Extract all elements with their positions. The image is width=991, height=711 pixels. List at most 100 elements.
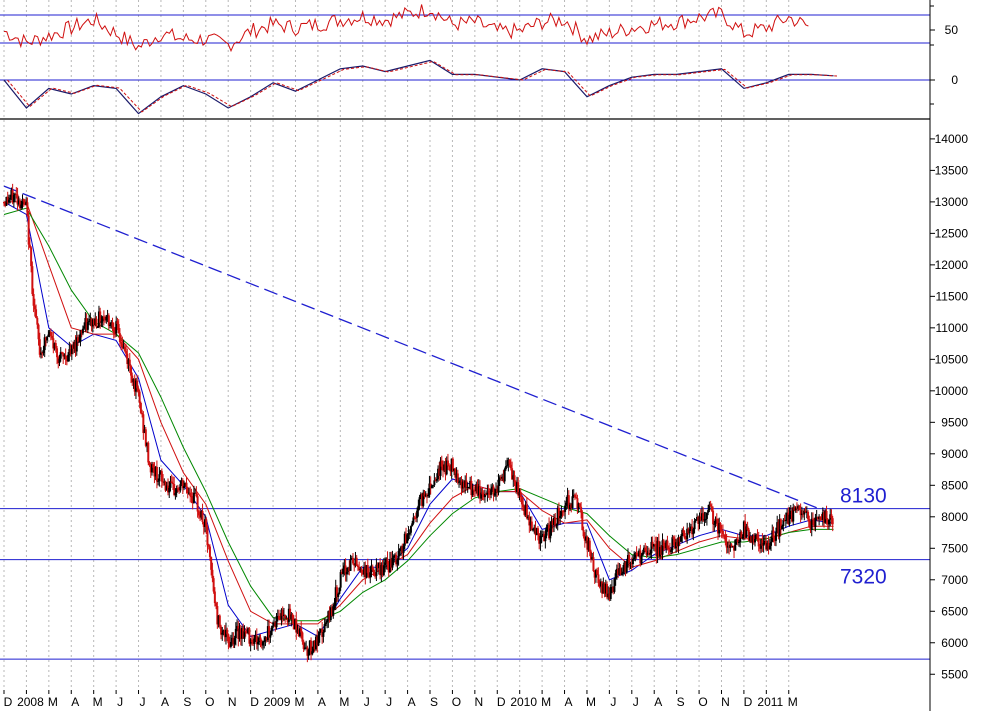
price-tick-label: 10500	[935, 352, 969, 366]
candle-body	[167, 485, 170, 493]
candle-body	[377, 562, 380, 569]
candle-body	[369, 572, 372, 578]
month-label: O	[698, 695, 707, 709]
candle-body	[110, 322, 113, 325]
oscillator-panel	[0, 4, 930, 53]
candle-body	[43, 337, 46, 351]
candle-body	[515, 482, 518, 492]
candle-body	[130, 365, 133, 376]
candle-body	[347, 567, 350, 572]
candle-body	[41, 352, 44, 354]
candle-body	[678, 537, 681, 542]
candle-body	[603, 583, 606, 594]
candle-body	[464, 480, 467, 488]
candle-body	[554, 517, 557, 526]
candle-body	[644, 547, 647, 551]
candle-body	[767, 543, 770, 550]
candle-body	[752, 535, 755, 543]
candle-body	[331, 607, 334, 616]
candle-body	[814, 517, 817, 528]
candle-body	[788, 514, 791, 524]
candle-body	[312, 640, 315, 652]
candle-body	[159, 471, 162, 475]
month-label: J	[140, 695, 146, 709]
candle-body	[596, 570, 599, 575]
candle-body	[405, 533, 408, 544]
candle-body	[460, 480, 463, 489]
candle-body	[80, 330, 83, 334]
candle-body	[287, 608, 290, 623]
candle-body	[434, 480, 437, 482]
candle-body	[60, 352, 63, 354]
candle-body	[538, 533, 541, 544]
candle-body	[351, 558, 354, 564]
candle-body	[83, 326, 86, 329]
candle-body	[131, 375, 134, 383]
candle-body	[52, 338, 55, 349]
candle-body	[750, 536, 753, 543]
candle-body	[313, 640, 316, 650]
candle-body	[449, 465, 452, 472]
candle-body	[245, 631, 248, 633]
candle-body	[659, 546, 662, 557]
candle-body	[456, 473, 459, 483]
candle-body	[337, 593, 340, 597]
candle-body	[694, 519, 697, 521]
candle-body	[132, 378, 135, 383]
candle-body	[523, 507, 526, 515]
candle-body	[179, 484, 182, 491]
candle-body	[448, 465, 451, 467]
candle-body	[222, 630, 225, 633]
candle-body	[379, 562, 382, 576]
price-tick-label: 11000	[936, 321, 969, 335]
candle-body	[54, 343, 57, 349]
candle-body	[127, 359, 130, 365]
candle-body	[39, 352, 42, 355]
candle-body	[663, 546, 666, 549]
price-tick-label: 12500	[935, 226, 969, 240]
candle-body	[344, 565, 347, 575]
candle-body	[458, 481, 461, 483]
candle-body	[28, 244, 31, 248]
candle-body	[652, 543, 655, 547]
candle-body	[314, 636, 317, 650]
candle-body	[228, 643, 231, 647]
candle-body	[557, 507, 560, 519]
candle-body	[32, 294, 35, 306]
candle-body	[280, 609, 283, 620]
candle-body	[559, 515, 562, 519]
candle-body	[290, 614, 293, 620]
candle-body	[212, 578, 215, 592]
candle-body	[651, 541, 654, 547]
candle-body	[672, 537, 675, 539]
candle-body	[277, 615, 280, 620]
candle-body	[757, 539, 760, 547]
candle-body	[123, 346, 126, 352]
candle-body	[111, 322, 114, 328]
candle-body	[37, 324, 40, 340]
candle-body	[766, 543, 769, 550]
candle-body	[89, 319, 92, 321]
candle-body	[384, 562, 387, 566]
price-tick-label: 7000	[941, 573, 968, 587]
candle-body	[126, 353, 129, 365]
candle-body	[544, 535, 547, 542]
candle-body	[237, 625, 240, 639]
candle-body	[696, 516, 699, 520]
candle-body	[96, 327, 99, 329]
candle-body	[21, 199, 24, 205]
candle-body	[496, 489, 499, 493]
price-tick-label: 11500	[936, 289, 969, 303]
candle-body	[562, 511, 565, 513]
candle-body	[446, 460, 449, 466]
month-label: M	[93, 695, 103, 709]
candle-body	[709, 504, 712, 507]
candle-body	[504, 466, 507, 470]
candle-body	[594, 570, 597, 578]
candle-body	[575, 497, 578, 499]
candle-body	[376, 564, 379, 569]
candle-body	[424, 494, 427, 497]
candle-body	[269, 634, 272, 638]
candle-body	[827, 519, 830, 525]
price-tick-label: 12000	[935, 258, 969, 272]
